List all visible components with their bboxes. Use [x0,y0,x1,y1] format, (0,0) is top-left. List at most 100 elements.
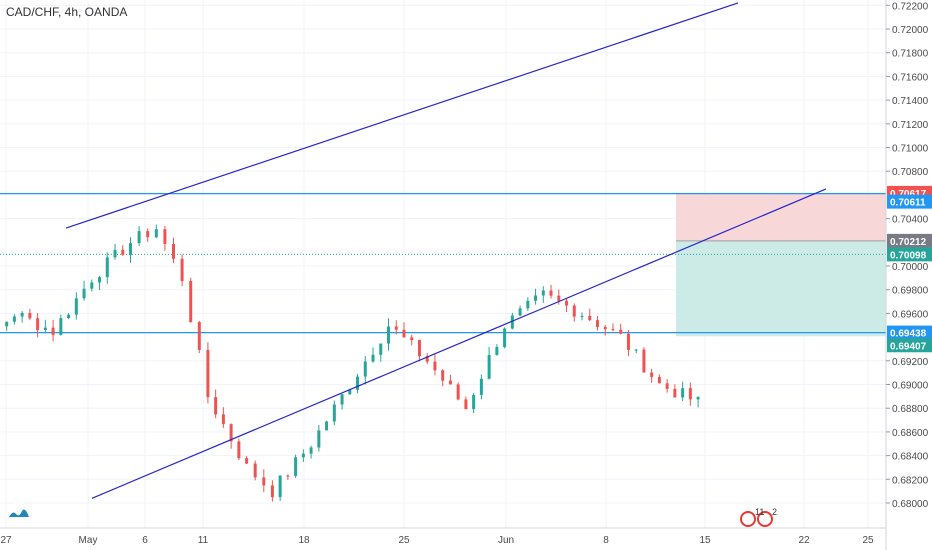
candle-body [348,389,352,395]
candle-body [237,441,241,459]
candle-body [172,243,175,259]
candle-body [634,349,638,351]
price-tag-bg [887,247,932,262]
trend-channel[interactable] [65,2,827,499]
candle-body [534,295,538,301]
candle-body [487,354,491,379]
price-axis-label: 0.71800 [892,49,929,60]
stop-loss-zone [676,192,886,241]
price-tag: 0.70098 [887,247,932,262]
price-axis-label: 0.71600 [892,72,929,83]
candle-body [325,421,329,431]
candle-body [580,315,584,317]
candle-body [51,327,55,335]
candle-body [541,290,545,296]
candle-body [448,380,452,385]
candle-body [549,290,553,296]
candle-body [394,326,398,330]
candle-body [189,280,193,323]
time-axis-label: 11 [198,535,209,546]
candle-body [363,361,367,377]
time-axis-label: 25 [862,535,874,546]
price-tag: 0.69438 [887,325,932,340]
price-axis-label: 0.69800 [892,286,929,297]
price-axis-label: 0.70800 [892,167,929,178]
candle-body [464,399,468,410]
candle-body [402,329,406,338]
candle-body [510,315,514,329]
candle-body [5,321,9,327]
candle-body [309,447,313,454]
events-flag-icon[interactable]: 11 2 [738,507,794,528]
candle-body [221,414,225,425]
candle-body [417,340,421,357]
candle-body [696,396,700,400]
candle-body [526,300,530,309]
tradingview-logo-icon[interactable] [6,502,32,524]
candle-body [12,316,16,322]
price-tag-bg [887,338,932,353]
candle-body [105,257,109,278]
candle-body [340,394,344,405]
candle-body [595,320,599,327]
price-tag-label: 0.70617 [890,189,927,200]
candle-body [371,354,375,362]
candle-body [154,229,158,238]
price-tag-bg [887,194,932,209]
channel-lower-line [91,188,827,499]
candle-body [20,312,24,317]
price-tag: 0.70212 [887,233,932,248]
time-axis-label: 6 [142,535,148,546]
candle-body [619,329,623,334]
time-axis-label: 22 [798,535,810,546]
candle-body [572,305,576,317]
time-axis-label: 15 [699,535,711,546]
candle-body [379,343,383,355]
price-tag-label: 0.70098 [890,250,927,261]
candle-body [82,288,86,299]
position-tool[interactable] [676,192,886,337]
time-axis-label: 25 [398,535,410,546]
candle-body [565,300,569,306]
time-axis-label: Jun [498,535,514,546]
candle-body [262,477,266,486]
candle-body [657,377,661,384]
candle-body [59,318,63,335]
candle-body [495,347,499,355]
candle-body [90,282,94,289]
candle-body [98,277,102,283]
candle-body [433,361,437,371]
candle-body [673,388,677,398]
candle-body [113,249,117,258]
candle-body [301,453,305,458]
events-badge-2: 2 [772,508,777,517]
candle-body [650,372,654,378]
candle-body [518,308,522,316]
price-axis-label: 0.68400 [892,452,929,463]
candle-body [206,349,210,398]
candle-body [121,249,125,255]
candle-body [456,384,460,400]
candle-body [286,475,290,477]
price-tag-label: 0.69438 [890,329,927,340]
candle-body [270,485,274,498]
price-axis-label: 0.69000 [892,381,929,392]
price-tag-bg [887,325,932,340]
candle-body [441,370,445,381]
time-axis-label: May [79,535,98,546]
candle-body [229,424,233,442]
candle-body [410,337,414,341]
price-axis-label: 0.70000 [892,262,929,273]
candle-body [67,314,71,319]
price-tag: 0.70611 [887,194,932,209]
candle-body [665,383,669,389]
channel-upper-line [65,2,739,229]
candle-body [425,356,429,362]
candle-body [74,298,78,315]
candle-body [479,378,483,395]
candle-body [278,475,282,498]
price-axis-label: 0.68800 [892,404,929,415]
horizontal-levels[interactable] [0,192,886,334]
candle-body [611,329,615,331]
